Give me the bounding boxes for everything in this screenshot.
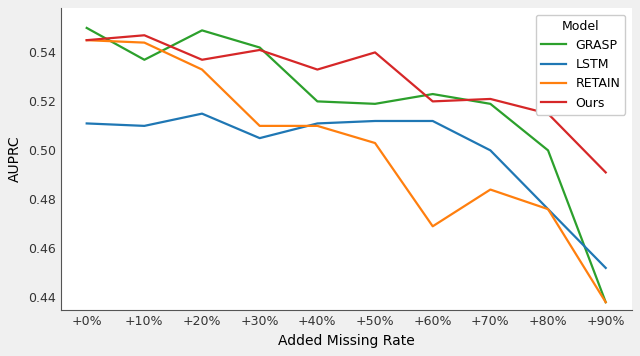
RETAIN — [256, 124, 264, 128]
LSTM — [83, 121, 90, 126]
X-axis label: Added Missing Rate: Added Missing Rate — [278, 334, 415, 348]
Ours — [486, 97, 494, 101]
GRASP — [256, 45, 264, 49]
GRASP — [429, 92, 436, 96]
GRASP — [602, 300, 609, 304]
Ours — [141, 33, 148, 37]
LSTM — [544, 207, 552, 211]
GRASP — [83, 26, 90, 30]
Ours — [602, 170, 609, 174]
GRASP — [141, 58, 148, 62]
LSTM — [198, 111, 206, 116]
Y-axis label: AUPRC: AUPRC — [8, 136, 22, 182]
LSTM — [371, 119, 379, 123]
Line: GRASP: GRASP — [86, 28, 605, 302]
Ours — [544, 111, 552, 116]
RETAIN — [544, 207, 552, 211]
RETAIN — [314, 124, 321, 128]
RETAIN — [429, 224, 436, 229]
LSTM — [602, 266, 609, 270]
GRASP — [544, 148, 552, 152]
LSTM — [429, 119, 436, 123]
LSTM — [314, 121, 321, 126]
RETAIN — [371, 141, 379, 145]
Legend: GRASP, LSTM, RETAIN, Ours: GRASP, LSTM, RETAIN, Ours — [536, 15, 625, 115]
Line: RETAIN: RETAIN — [86, 40, 605, 302]
GRASP — [486, 102, 494, 106]
RETAIN — [83, 38, 90, 42]
LSTM — [256, 136, 264, 140]
Ours — [371, 50, 379, 54]
Line: LSTM: LSTM — [86, 114, 605, 268]
GRASP — [314, 99, 321, 104]
Ours — [256, 48, 264, 52]
RETAIN — [141, 41, 148, 45]
Ours — [198, 58, 206, 62]
Ours — [314, 67, 321, 72]
RETAIN — [602, 300, 609, 304]
Line: Ours: Ours — [86, 35, 605, 172]
RETAIN — [198, 67, 206, 72]
Ours — [429, 99, 436, 104]
Ours — [83, 38, 90, 42]
LSTM — [486, 148, 494, 152]
LSTM — [141, 124, 148, 128]
RETAIN — [486, 187, 494, 192]
GRASP — [371, 102, 379, 106]
GRASP — [198, 28, 206, 32]
